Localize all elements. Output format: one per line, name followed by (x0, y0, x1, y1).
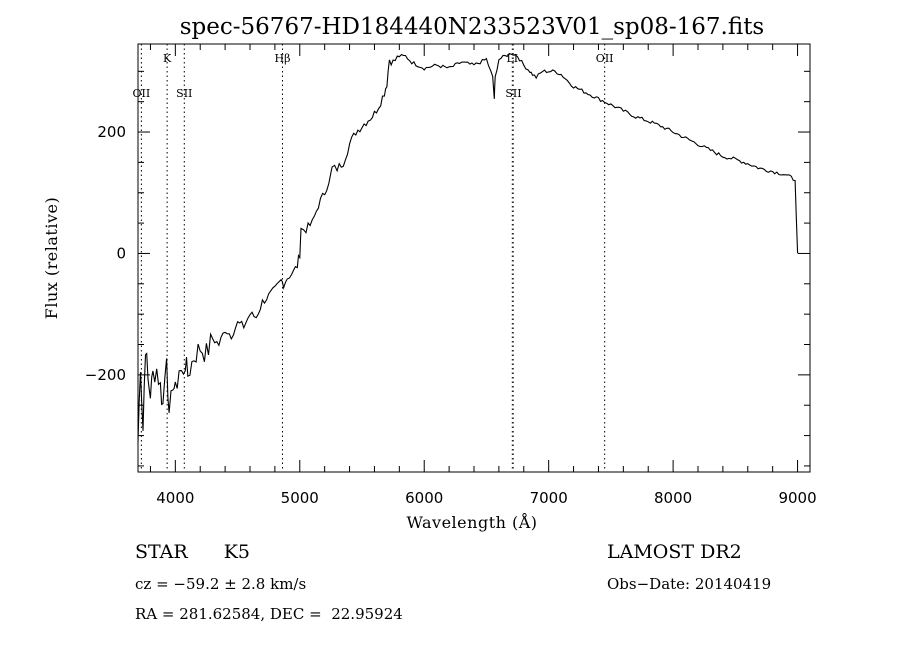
survey-label: LAMOST DR2 (607, 541, 742, 563)
plot-frame (137, 43, 811, 473)
marker-label-0: OII (133, 87, 151, 100)
x-axis: 4000 5000 6000 7000 8000 9000 (149, 44, 817, 507)
marker-label-4: LI (507, 52, 519, 65)
class-text: STAR (135, 541, 188, 563)
marker-label-3: Hβ (275, 52, 291, 65)
subclass-text: K5 (223, 541, 250, 563)
y-axis-label: Flux (relative) (42, 197, 61, 319)
coordinates-text: RA = 281.62584, DEC = 22.95924 (135, 605, 403, 623)
x-tick-label: 5000 (281, 489, 319, 507)
y-tick-label: 0 (116, 244, 126, 262)
x-tick-label: 9000 (778, 489, 816, 507)
y-axis: −200 0 200 (85, 70, 810, 467)
x-tick-label: 4000 (156, 489, 194, 507)
marker-label-1: K (163, 52, 172, 65)
x-tick-label: 6000 (405, 489, 443, 507)
marker-label-6: OII (596, 52, 614, 65)
obs-date-text: Obs−Date: 20140419 (607, 575, 772, 593)
line-markers: OII K SII Hβ LI SII OII (133, 44, 614, 472)
chart-title: spec-56767-HD184440N233523V01_sp08-167.f… (180, 14, 765, 40)
x-axis-label: Wavelength (Å) (406, 512, 537, 532)
x-tick-label: 8000 (654, 489, 692, 507)
marker-label-2: SII (176, 87, 192, 100)
x-tick-label: 7000 (530, 489, 568, 507)
spectrum-line (137, 52, 799, 442)
class-label: STAR K5 (135, 541, 250, 563)
redshift-text: cz = −59.2 ± 2.8 km/s (135, 575, 307, 593)
y-tick-label: 200 (97, 123, 126, 141)
marker-label-5: SII (505, 87, 521, 100)
y-tick-label: −200 (85, 366, 126, 384)
